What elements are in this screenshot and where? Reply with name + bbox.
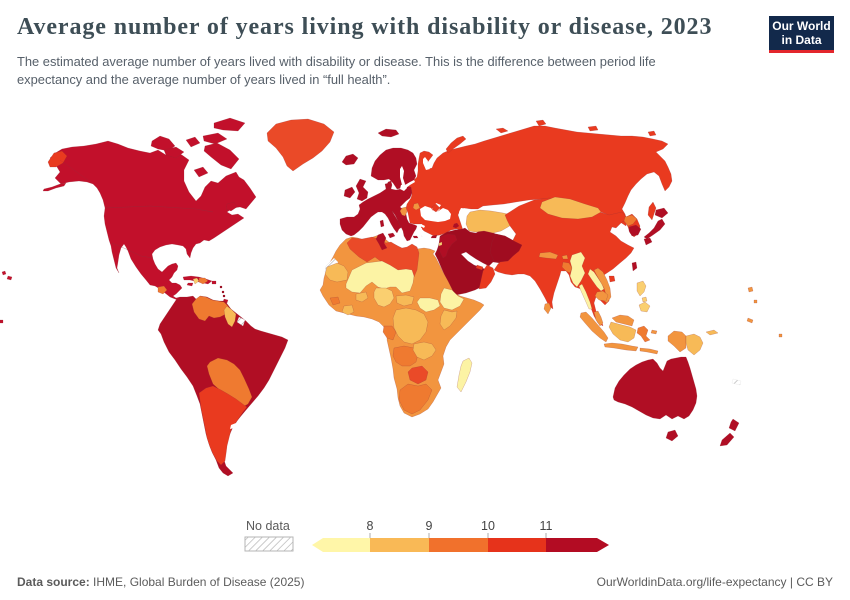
svg-text:9: 9 <box>426 519 433 533</box>
svg-text:11: 11 <box>540 519 553 533</box>
svg-text:No data: No data <box>246 519 290 533</box>
svg-text:10: 10 <box>481 519 495 533</box>
svg-text:8: 8 <box>367 519 374 533</box>
